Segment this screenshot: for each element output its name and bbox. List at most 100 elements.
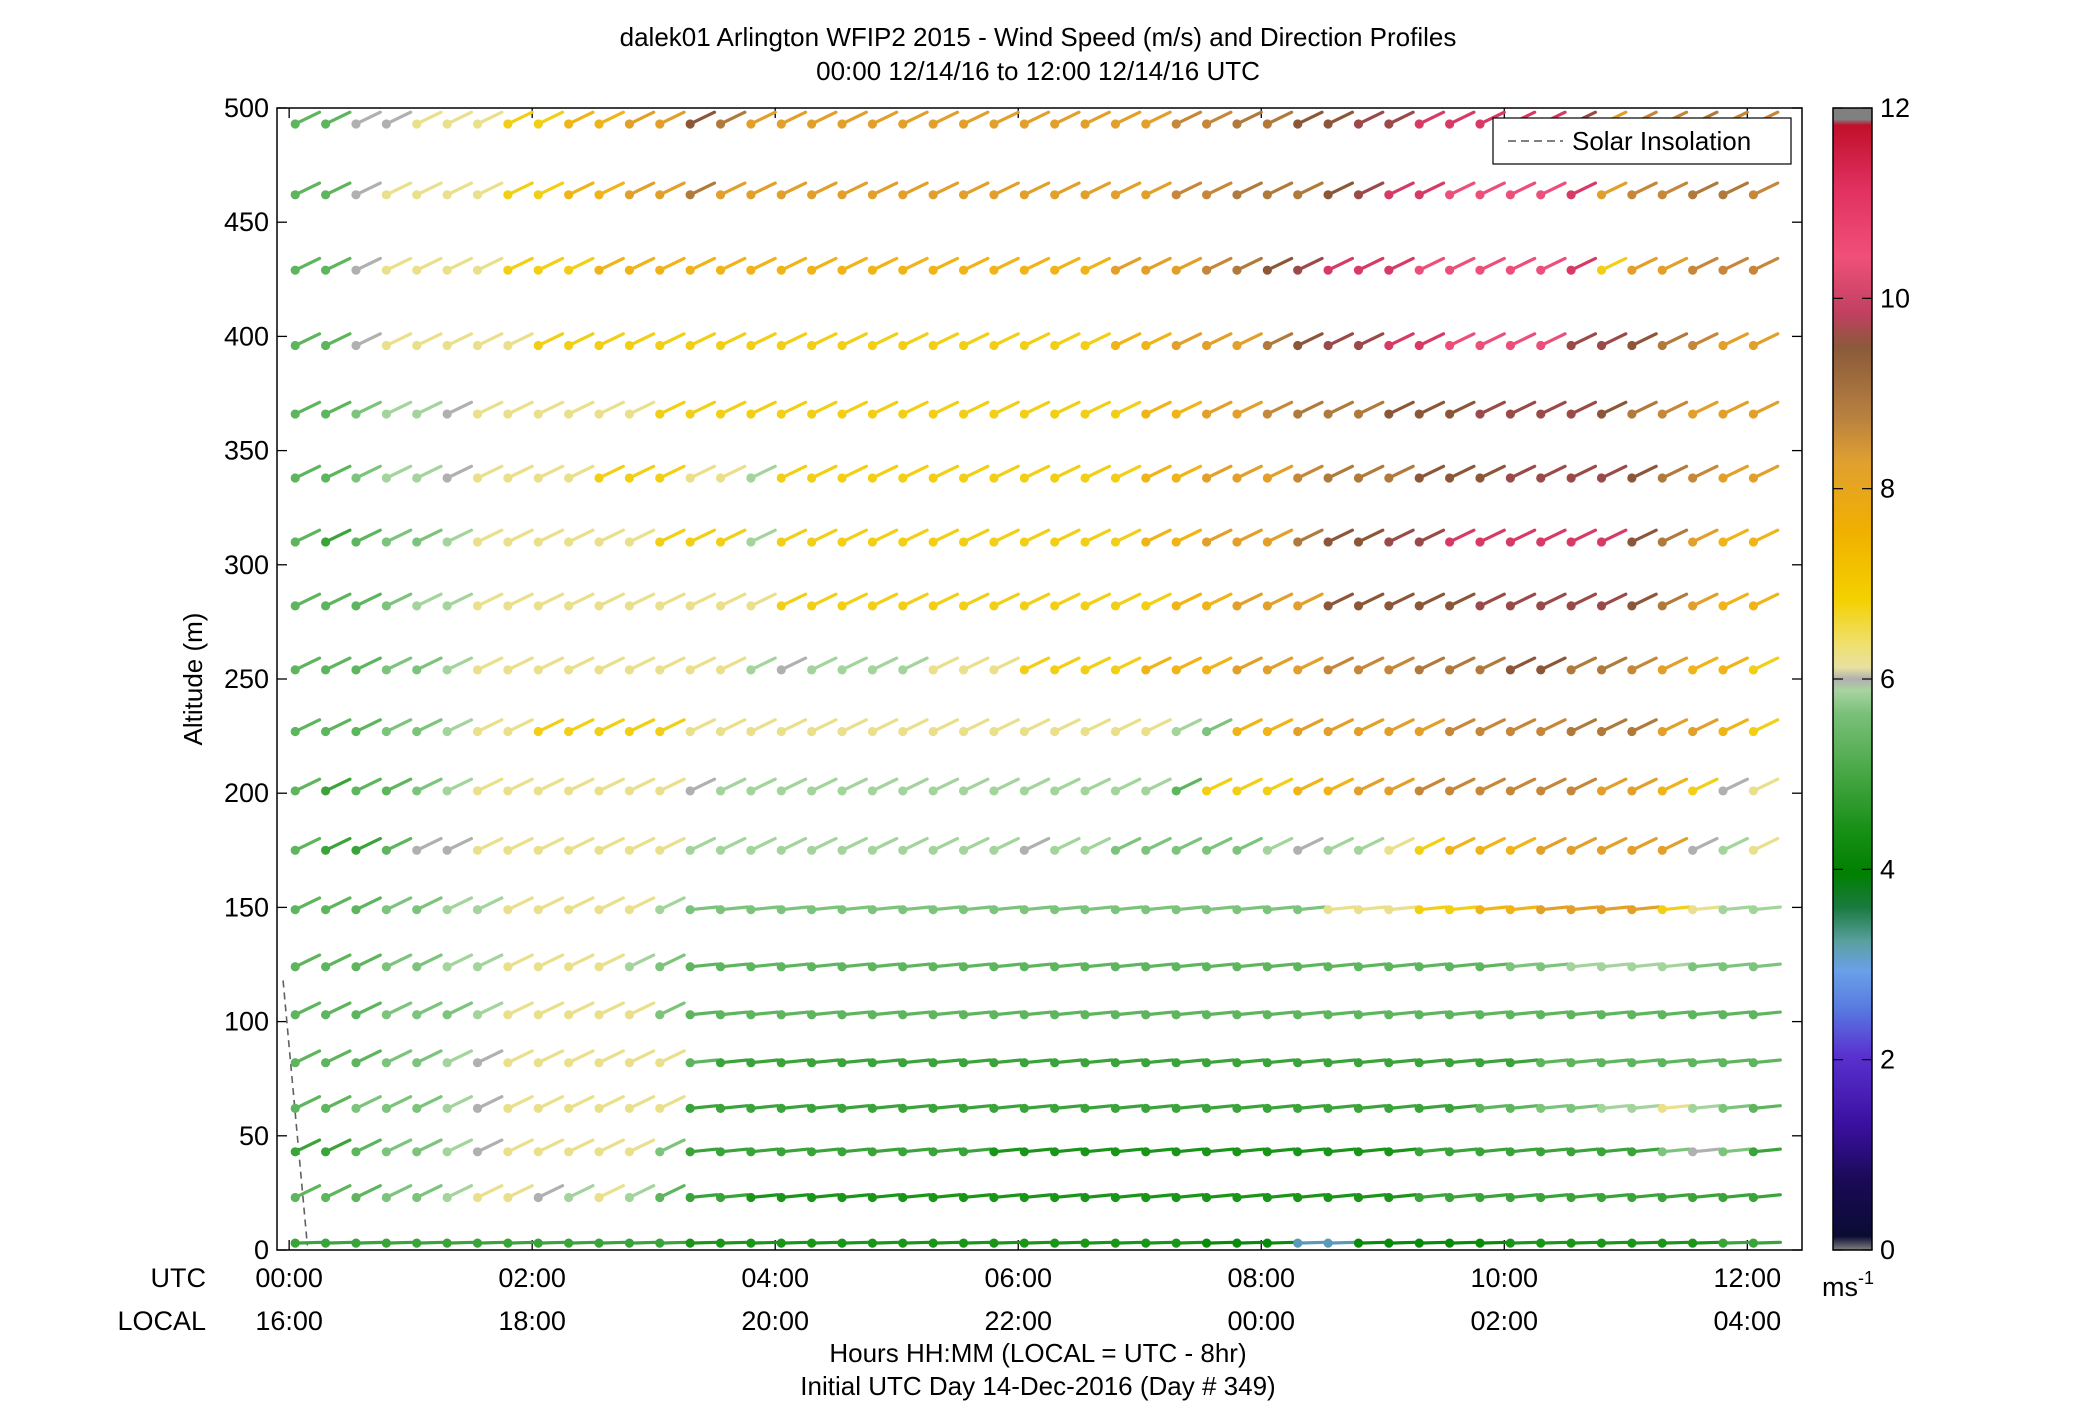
wind-barb: [1232, 592, 1263, 611]
wind-barb-dot: [989, 786, 999, 796]
wind-barb: [1384, 332, 1415, 351]
wind-barb: [1201, 332, 1233, 351]
wind-barb-dot: [1536, 1238, 1546, 1248]
wind-barb: [1171, 777, 1203, 796]
wind-barb-dot: [1050, 726, 1060, 737]
wind-barb: [1627, 256, 1658, 275]
wind-barb-dot: [807, 786, 817, 796]
wind-barb-dot: [1353, 265, 1364, 275]
wind-barb-dot: [1505, 786, 1515, 796]
wind-barb-dot: [1353, 1192, 1364, 1203]
wind-barb-dot: [1171, 1103, 1181, 1113]
wind-barb: [715, 256, 747, 275]
wind-barb-dot: [442, 1192, 452, 1203]
wind-barb-dot: [624, 265, 634, 275]
wind-barb: [1201, 464, 1233, 483]
wind-barb: [533, 836, 565, 855]
wind-barb-dot: [1445, 537, 1455, 547]
wind-barb: [290, 332, 322, 351]
wind-barb-dot: [1536, 1103, 1546, 1113]
wind-barb-dot: [594, 1058, 604, 1068]
wind-barb-dot: [564, 265, 574, 275]
wind-barb-dot: [898, 962, 908, 972]
wind-barb: [928, 464, 960, 483]
wind-barb-dot: [1323, 962, 1333, 972]
wind-barb: [989, 1238, 1023, 1248]
wind-barb: [928, 592, 960, 611]
wind-barb-dot: [290, 265, 300, 275]
wind-barb: [1566, 464, 1598, 483]
wind-barb-dot: [1080, 845, 1090, 855]
wind-barb: [1718, 592, 1749, 611]
wind-barb-dot: [989, 340, 999, 351]
wind-barb: [1475, 332, 1506, 351]
wind-barb: [1536, 256, 1567, 275]
wind-barb: [1323, 592, 1355, 611]
wind-barb: [624, 656, 656, 675]
wind-barb: [867, 400, 899, 419]
wind-barb-dot: [321, 119, 331, 129]
wind-barb-dot: [442, 1058, 452, 1068]
wind-barb: [958, 332, 990, 351]
wind-barb-dot: [1353, 905, 1364, 915]
wind-barb: [290, 1049, 322, 1068]
wind-barb: [533, 464, 565, 483]
wind-barb: [1141, 400, 1172, 419]
wind-barb: [1718, 332, 1749, 351]
wind-barb-dot: [1505, 1058, 1515, 1068]
wind-barb: [1293, 1192, 1327, 1203]
wind-barb-dot: [837, 601, 847, 611]
wind-barb-dot: [958, 905, 969, 915]
wind-barb: [776, 718, 808, 737]
wind-barb: [412, 256, 443, 275]
wind-barb-dot: [928, 786, 938, 796]
wind-barb: [1627, 905, 1661, 915]
wind-barb-dot: [503, 665, 513, 675]
wind-barb-dot: [381, 119, 391, 129]
wind-barb-dot: [1262, 665, 1272, 675]
wind-barb: [1627, 1192, 1661, 1203]
wind-barb-dot: [533, 473, 543, 483]
wind-barb: [685, 256, 717, 275]
wind-barb: [1323, 962, 1357, 972]
wind-barb-dot: [1262, 190, 1272, 200]
wind-barb: [412, 464, 443, 483]
wind-barb-dot: [1688, 1103, 1698, 1113]
wind-barb-dot: [1414, 905, 1424, 915]
wind-barb-dot: [321, 473, 331, 483]
wind-barb-dot: [1323, 190, 1333, 200]
wind-barb-dot: [442, 340, 452, 351]
wind-barb: [958, 905, 993, 915]
wind-barb-dot: [412, 265, 422, 275]
wind-barb-dot: [1536, 190, 1546, 200]
wind-barb: [1050, 256, 1081, 275]
wind-barb-dot: [1019, 1010, 1029, 1020]
wind-barb-dot: [624, 905, 634, 915]
wind-barb: [1232, 1010, 1266, 1020]
wind-barb: [958, 181, 990, 200]
wind-barb: [290, 1138, 322, 1157]
wind-barb-dot: [1171, 265, 1181, 275]
wind-barb: [351, 656, 382, 675]
wind-barb: [472, 718, 504, 737]
wind-barb: [1384, 464, 1415, 483]
wind-barb-dot: [1566, 905, 1576, 915]
wind-barb: [776, 962, 810, 972]
wind-barb-dot: [1323, 1058, 1333, 1068]
wind-barb-dot: [898, 726, 908, 737]
wind-barb: [958, 464, 990, 483]
wind-barb-dot: [746, 601, 756, 611]
wind-barb: [1262, 332, 1294, 351]
wind-barb-dot: [351, 1058, 361, 1068]
wind-barb-dot: [1445, 786, 1455, 796]
wind-barb: [1110, 592, 1142, 611]
wind-barb: [412, 777, 443, 796]
wind-barb-dot: [1384, 1058, 1394, 1068]
wind-barb: [1414, 962, 1448, 972]
wind-barb: [958, 1147, 993, 1157]
wind-barb: [1596, 656, 1628, 675]
wind-barb-dot: [989, 601, 999, 611]
wind-barb: [1475, 905, 1509, 915]
wind-barb: [1566, 836, 1598, 855]
wind-barb: [1657, 656, 1689, 675]
